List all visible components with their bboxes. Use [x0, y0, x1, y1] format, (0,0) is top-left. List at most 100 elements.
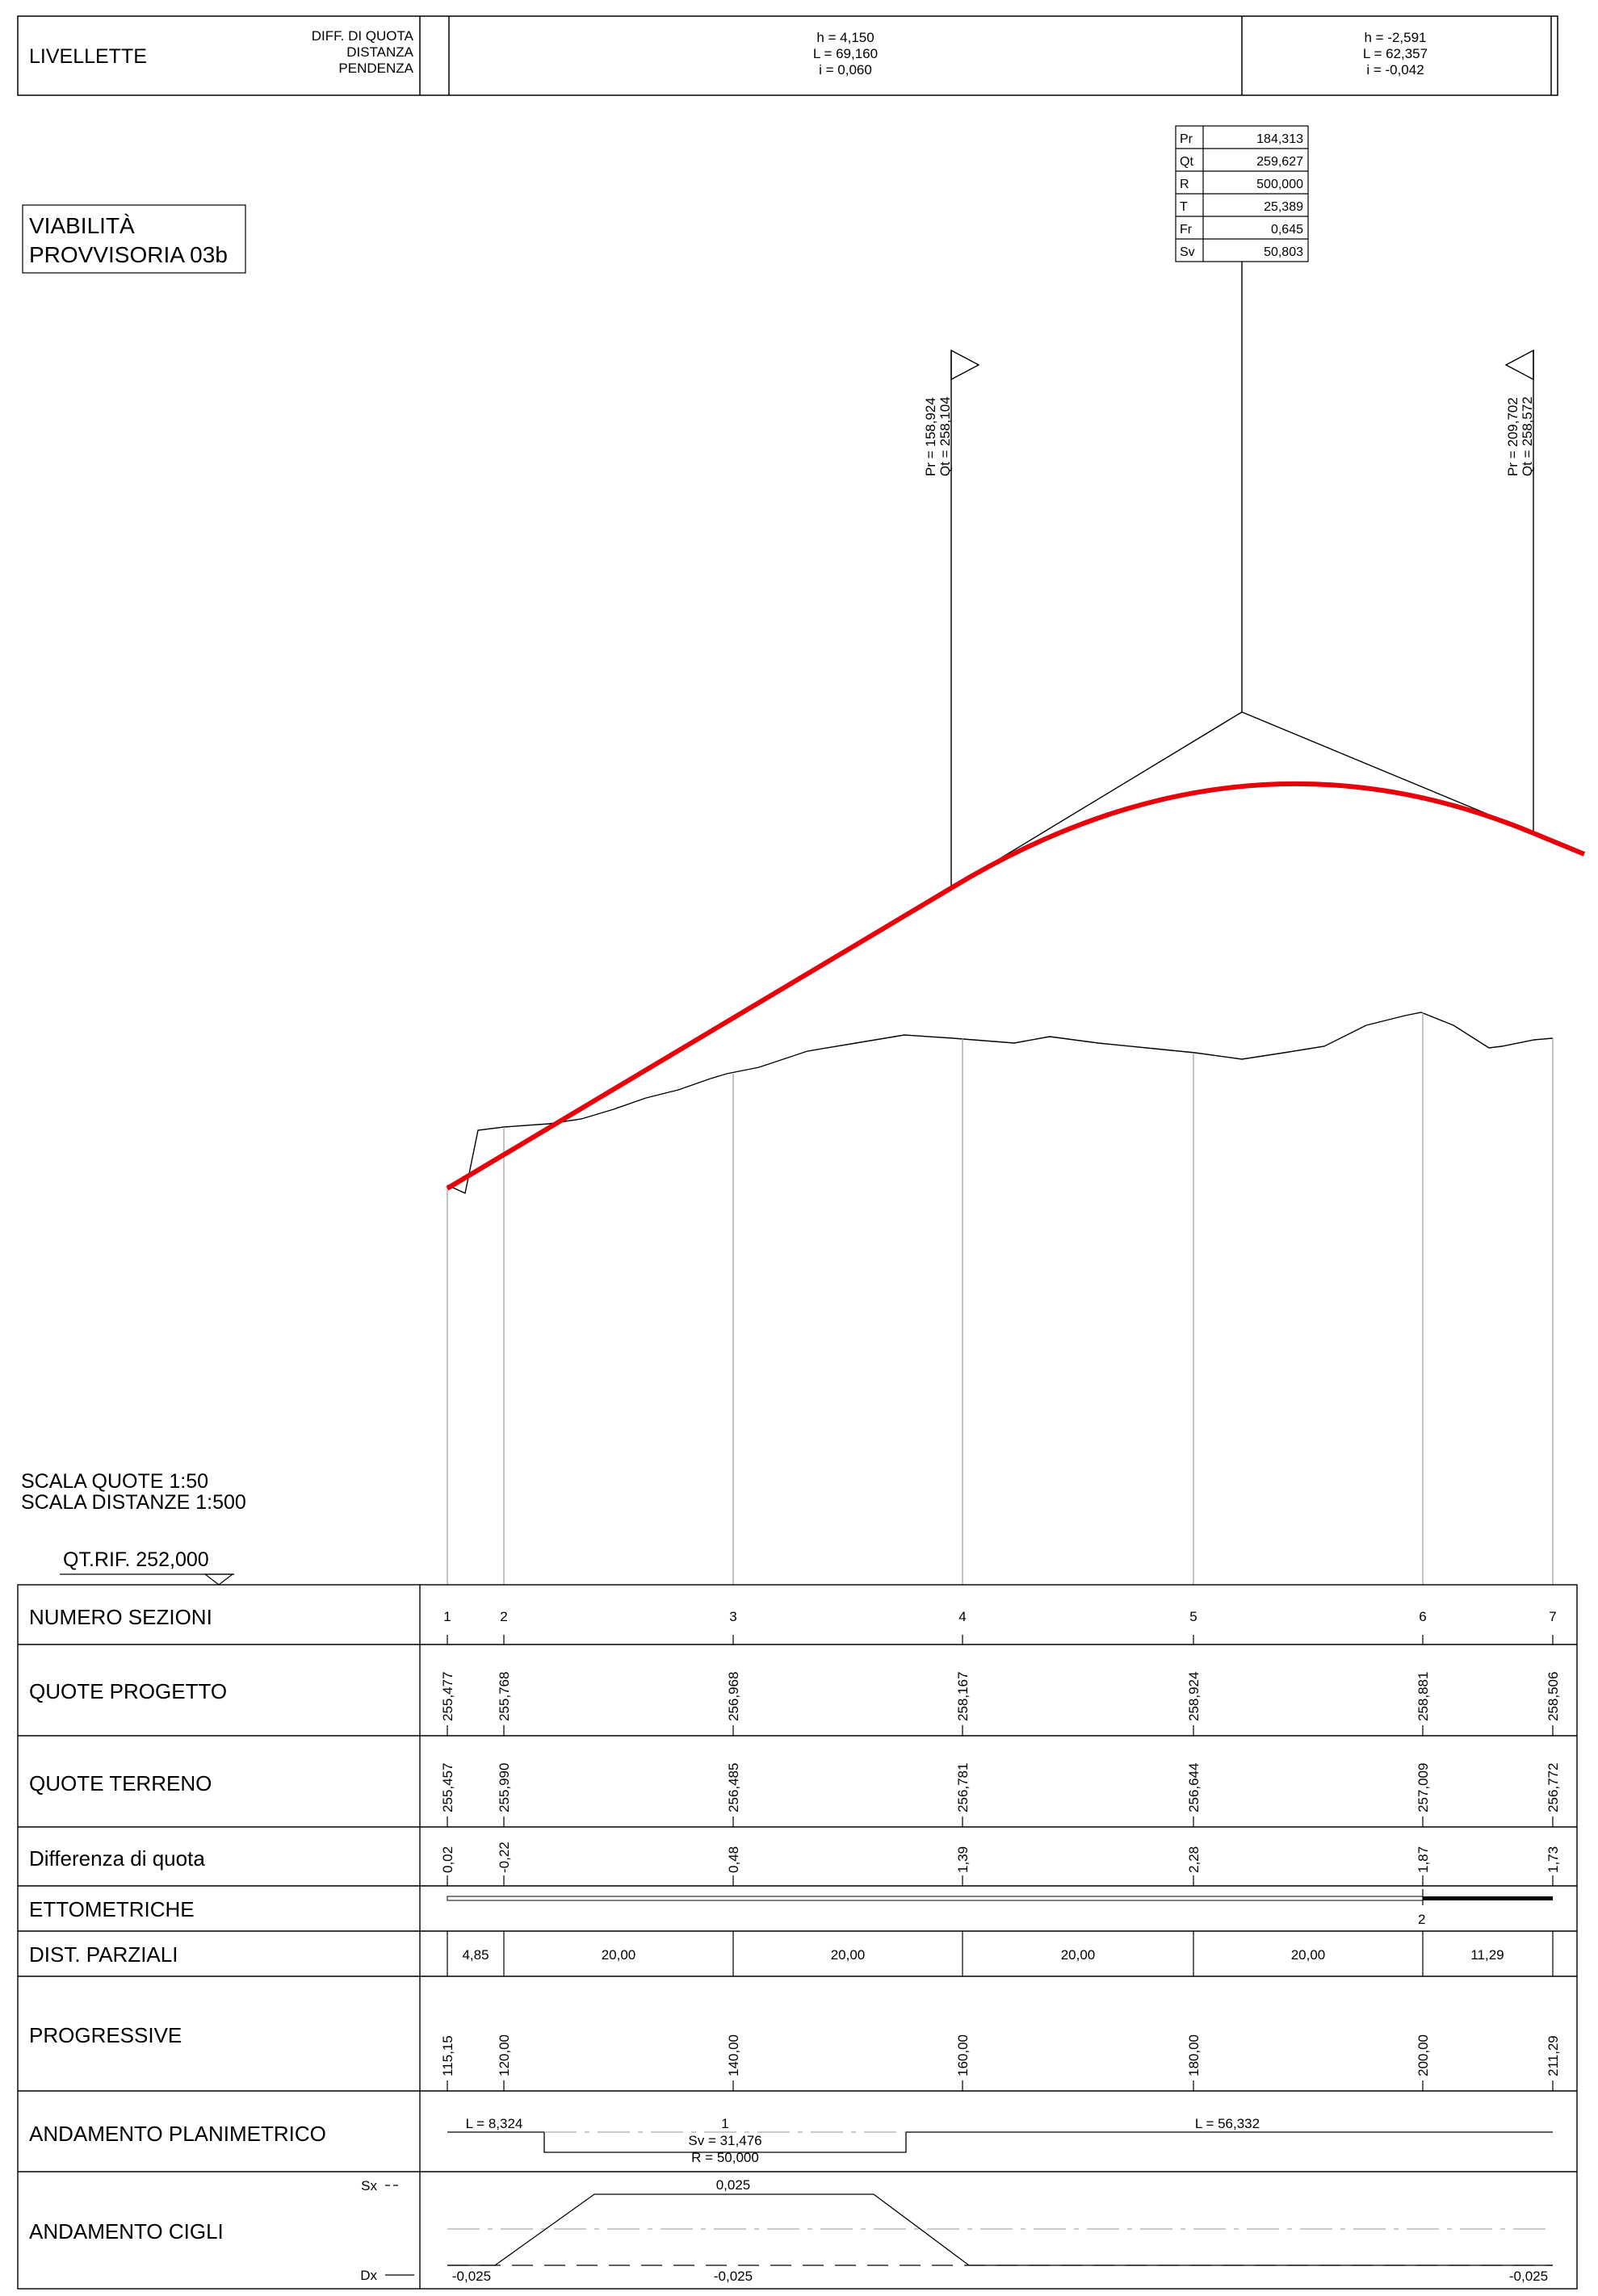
- curve-key-sv: Sv: [1180, 245, 1195, 259]
- curve-key-pr: Pr: [1180, 132, 1193, 146]
- segment-1-h: h = 4,150: [816, 30, 874, 45]
- reference-quote: QT.RIF. 252,000: [63, 1548, 209, 1571]
- differenza-value: 2,28: [1186, 1846, 1202, 1873]
- curve-val-pr: 184,313: [1256, 132, 1303, 146]
- dist-parziali-value: 20,00: [1291, 1947, 1326, 1963]
- cigli-bottom-value: -0,025: [1509, 2269, 1548, 2284]
- scale-distanze: SCALA DISTANZE 1:500: [21, 1491, 246, 1514]
- curve-key-fr: Fr: [1180, 223, 1193, 237]
- differenza-value: 0,48: [726, 1846, 741, 1873]
- quote-terreno-value: 256,772: [1546, 1763, 1561, 1812]
- curve-key-qt: Qt: [1180, 155, 1193, 169]
- section-number: 4: [958, 1609, 966, 1624]
- dist-parziali-value: 11,29: [1470, 1947, 1504, 1963]
- section-number: 3: [729, 1609, 736, 1624]
- title-box: [22, 204, 246, 274]
- livellette-label-diff: DIFF. DI QUOTA: [312, 28, 414, 44]
- row-label-terreno: QUOTE TERRENO: [29, 1771, 212, 1795]
- scale-quote: SCALA QUOTE 1:50: [21, 1470, 208, 1493]
- progressive-value: 140,00: [726, 2034, 741, 2076]
- quote-progetto-value: 256,968: [726, 1672, 741, 1721]
- segment-1-l: L = 69,160: [813, 46, 878, 61]
- planimetrico-left-length: L = 8,324: [466, 2116, 523, 2131]
- segment-2-h: h = -2,591: [1364, 30, 1426, 45]
- section-number-row: 1 2 3 4 5 6 7: [443, 1609, 1556, 1624]
- flag-marker-right: [1504, 349, 1534, 381]
- quote-progetto-row: 255,477 255,768 256,968 258,167 258,924 …: [440, 1672, 1561, 1721]
- quote-terreno-value: 256,644: [1186, 1763, 1202, 1812]
- quote-progetto-value: 258,167: [955, 1672, 971, 1721]
- row-label-planimetrico: ANDAMENTO PLANIMETRICO: [29, 2122, 326, 2146]
- title-line-1: VIABILITÀ: [29, 213, 135, 238]
- curve-key-t: T: [1180, 200, 1188, 214]
- dist-parziali-dividers: [447, 1931, 1554, 1976]
- section-number: 6: [1419, 1609, 1426, 1624]
- planimetrico-curve-number: 1: [721, 2116, 728, 2131]
- quote-terreno-value: 257,009: [1416, 1763, 1431, 1812]
- progressive-row: 115,15 120,00 140,00 160,00 180,00 200,0…: [440, 2034, 1561, 2076]
- planimetrico-diagram: [447, 2131, 1553, 2153]
- dist-parziali-value: 20,00: [602, 1947, 636, 1963]
- row-label-numero: NUMERO SEZIONI: [29, 1605, 212, 1629]
- reference-triangle-icon: [203, 1573, 234, 1586]
- quote-terreno-value: 256,485: [726, 1763, 741, 1812]
- planimetrico-sv: Sv = 31,476: [688, 2133, 761, 2148]
- profile-construction: [950, 262, 1534, 889]
- quote-terreno-row: 255,457 255,990 256,485 256,781 256,644 …: [440, 1763, 1561, 1812]
- section-number: 1: [443, 1609, 451, 1624]
- curve-val-r: 500,000: [1256, 178, 1303, 191]
- livellette-label-dist: DISTANZA: [346, 44, 413, 60]
- bottom-table-grid: [17, 1584, 1578, 2290]
- cigli-top-value: 0,025: [716, 2177, 751, 2193]
- ettometriche-marker: 2: [1418, 1912, 1425, 1927]
- cigli-dx-label: Dx: [360, 2268, 377, 2283]
- segment-2-l: L = 62,357: [1363, 46, 1428, 61]
- title-line-2: PROVVISORIA 03b: [29, 242, 228, 267]
- row-label-ettometriche: ETTOMETRICHE: [29, 1897, 195, 1921]
- cigli-bottom-value: -0,025: [714, 2269, 753, 2284]
- curve-key-r: R: [1180, 178, 1189, 191]
- row-label-cigli: ANDAMENTO CIGLI: [29, 2219, 224, 2244]
- dist-parziali-value: 20,00: [831, 1947, 866, 1963]
- cigli-bottom-value: -0,025: [452, 2269, 491, 2284]
- quote-terreno-value: 255,457: [440, 1763, 455, 1812]
- row-label-progetto: QUOTE PROGETTO: [29, 1679, 227, 1703]
- dist-parziali-value: 20,00: [1061, 1947, 1096, 1963]
- differenza-row: 0,02 -0,22 0,48 1,39 2,28 1,87 1,73: [440, 1841, 1561, 1873]
- progressive-value: 180,00: [1186, 2034, 1202, 2076]
- curve-val-sv: 50,803: [1264, 245, 1303, 259]
- tangent-point-1-label: Pr = 158,924 Qt = 258,104: [923, 393, 953, 476]
- livellette-title: LIVELLETTE: [29, 45, 147, 68]
- ettometriche-bar: [447, 1889, 1553, 1905]
- differenza-value: -0,22: [497, 1841, 512, 1873]
- quote-progetto-value: 258,924: [1186, 1672, 1202, 1721]
- section-number: 5: [1189, 1609, 1197, 1624]
- flag-marker-left: [950, 349, 980, 381]
- progressive-value: 211,29: [1546, 2035, 1561, 2076]
- livellette-box: [17, 15, 1558, 96]
- quote-progetto-value: 258,506: [1546, 1672, 1561, 1721]
- differenza-value: 1,87: [1416, 1846, 1431, 1873]
- section-ticks: [447, 1635, 1554, 2091]
- curve-data-table: [1175, 125, 1309, 262]
- progressive-value: 200,00: [1416, 2034, 1431, 2076]
- section-number: 7: [1549, 1609, 1556, 1624]
- dist-parziali-value: 4,85: [462, 1947, 489, 1963]
- differenza-value: 1,73: [1546, 1846, 1561, 1873]
- row-label-progressive: PROGRESSIVE: [29, 2023, 182, 2047]
- quote-terreno-value: 255,990: [497, 1763, 512, 1812]
- quote-terreno-value: 256,781: [955, 1763, 971, 1812]
- tangent-point-2-label: Pr = 209,702 Qt = 258,572: [1505, 393, 1535, 476]
- section-number: 2: [500, 1609, 507, 1624]
- livellette-label-pend: PENDENZA: [338, 61, 413, 76]
- curve-val-fr: 0,645: [1271, 223, 1303, 237]
- row-label-parziali: DIST. PARZIALI: [29, 1942, 178, 1967]
- curve-val-qt: 259,627: [1256, 155, 1303, 169]
- dist-parziali-row: 4,85 20,00 20,00 20,00 20,00 11,29: [462, 1947, 1504, 1963]
- segment-2-i: i = -0,042: [1366, 62, 1424, 78]
- progressive-value: 160,00: [955, 2034, 971, 2076]
- planimetrico-radius: R = 50,000: [691, 2150, 759, 2165]
- segment-1-i: i = 0,060: [819, 62, 872, 78]
- row-label-differenza: Differenza di quota: [29, 1846, 205, 1871]
